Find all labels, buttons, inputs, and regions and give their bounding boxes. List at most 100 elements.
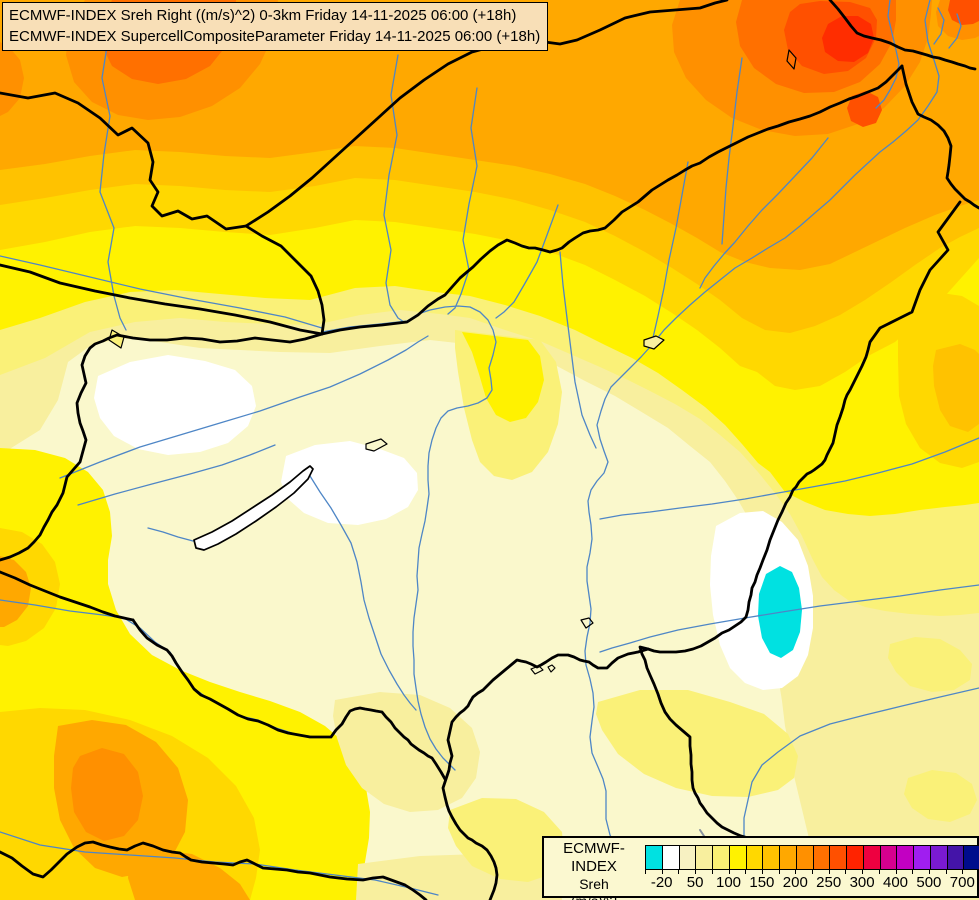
river-ua-2 — [948, 13, 962, 49]
legend-tick — [711, 869, 713, 874]
border-hungary-croatia-drava — [131, 618, 447, 781]
legend-swatch-16 — [914, 846, 931, 869]
legend-tick — [645, 869, 646, 874]
legend-swatch-8 — [780, 846, 797, 869]
legend-tick — [778, 869, 780, 874]
legend-swatch-3 — [696, 846, 713, 869]
legend-tick — [661, 869, 663, 874]
legend-text: ECMWF-INDEX Sreh (m/s)^2 — [544, 840, 644, 900]
legend-unit: (m/s)^2 — [544, 893, 644, 900]
border-hungary-ukraine — [900, 64, 979, 210]
border-czech-slovakia — [0, 0, 729, 231]
legend-tick — [945, 869, 947, 874]
legend-tick — [912, 869, 914, 874]
small-outline-s2 — [547, 664, 556, 673]
legend-tick — [795, 869, 797, 874]
river-tisza-upper — [875, 0, 900, 109]
legend-tick-label: 50 — [686, 874, 704, 891]
legend-tick — [962, 869, 964, 874]
legend-swatch-5 — [729, 846, 747, 869]
lakes — [108, 49, 797, 675]
border-hungary-romania — [638, 200, 962, 843]
legend-swatch-6 — [746, 846, 764, 869]
border-slovakia-ukraine — [828, 0, 977, 71]
legend-swatch-14 — [880, 846, 898, 869]
legend-tick — [745, 869, 747, 874]
legend-swatch-9 — [796, 846, 814, 869]
lake-balaton — [193, 465, 314, 551]
title-line-2: ECMWF-INDEX SupercellCompositeParameter … — [9, 28, 541, 45]
title-line-1: ECMWF-INDEX Sreh Right ((m/s)^2) 0-3km F… — [9, 7, 517, 24]
river-marcal — [77, 444, 276, 506]
lake-tisza — [643, 335, 665, 350]
border-austria-hungary — [0, 332, 324, 562]
legend-tick — [845, 869, 847, 874]
small-outline-s3 — [580, 617, 594, 629]
legend-tick — [928, 869, 930, 874]
border-hungary-serbia — [441, 647, 650, 900]
legend-swatch-11 — [830, 846, 847, 869]
river-ipel — [495, 204, 559, 319]
river-sajo — [651, 161, 689, 343]
legend-colorbar — [645, 845, 979, 870]
river-danube — [321, 305, 497, 771]
border-austria-slovakia — [244, 224, 326, 336]
legend-tick — [728, 869, 730, 874]
legend-tick-label: 700 — [949, 874, 975, 891]
legend-ticks — [645, 869, 979, 875]
legend-swatch-4 — [713, 846, 730, 869]
legend-tick-label: 150 — [749, 874, 775, 891]
legend-swatch-13 — [863, 846, 881, 869]
river-zagyva — [559, 251, 597, 449]
title-box: ECMWF-INDEX Sreh Right ((m/s)^2) 0-3km F… — [2, 2, 549, 51]
legend-tick-label: 250 — [816, 874, 842, 891]
legend-tick — [878, 869, 880, 874]
river-koros — [599, 437, 979, 520]
legend-tick-labels: -20 50 100 150 200 250 300 400 500 700 — [645, 874, 979, 892]
river-sio — [309, 475, 417, 711]
river-raba — [59, 335, 429, 479]
legend-tick — [828, 869, 830, 874]
river-bodrog — [699, 137, 829, 289]
legend-swatch-7 — [763, 846, 780, 869]
legend-tick-label: 300 — [849, 874, 875, 891]
small-outline-ne — [786, 49, 797, 70]
legend-swatch-0 — [646, 846, 663, 869]
border-slovakia-hungary — [0, 64, 904, 336]
legend-tick-label: 100 — [715, 874, 742, 891]
legend-parameter-name: Sreh — [579, 876, 609, 892]
legend-model-name: ECMWF-INDEX — [563, 840, 625, 875]
legend-swatch-2 — [679, 846, 697, 869]
legend-swatch-17 — [930, 846, 948, 869]
legend-tick-label: 400 — [882, 874, 909, 891]
legend-tick — [761, 869, 763, 874]
legend-tick — [695, 869, 697, 874]
river-tisza — [584, 0, 940, 884]
river-morava — [99, 39, 127, 331]
river-vah — [383, 54, 405, 323]
legend-swatch-18 — [947, 846, 965, 869]
legend-swatch-10 — [813, 846, 831, 869]
legend-swatch-1 — [662, 846, 680, 869]
river-hron — [447, 87, 478, 315]
legend-swatch-12 — [847, 846, 864, 869]
border-croatia-bosnia-sava — [0, 840, 428, 900]
legend-tick — [895, 869, 897, 874]
legend-tick-label: 200 — [782, 874, 808, 891]
legend-tick-label: -20 — [650, 874, 673, 891]
river-banat — [743, 687, 979, 853]
legend-swatch-19 — [964, 846, 979, 869]
legend-tick — [678, 869, 680, 874]
lake-velence — [365, 438, 388, 452]
legend-box: ECMWF-INDEX Sreh (m/s)^2 -20 50 100 150 200 2… — [542, 836, 979, 900]
river-zala — [147, 527, 194, 542]
legend-swatch-15 — [897, 846, 914, 869]
river-ua-1 — [933, 7, 945, 45]
border-hungary-slovenia-mur — [0, 570, 135, 622]
legend-tick — [862, 869, 864, 874]
legend-tick — [812, 869, 813, 874]
legend-tick-label: 500 — [916, 874, 942, 891]
